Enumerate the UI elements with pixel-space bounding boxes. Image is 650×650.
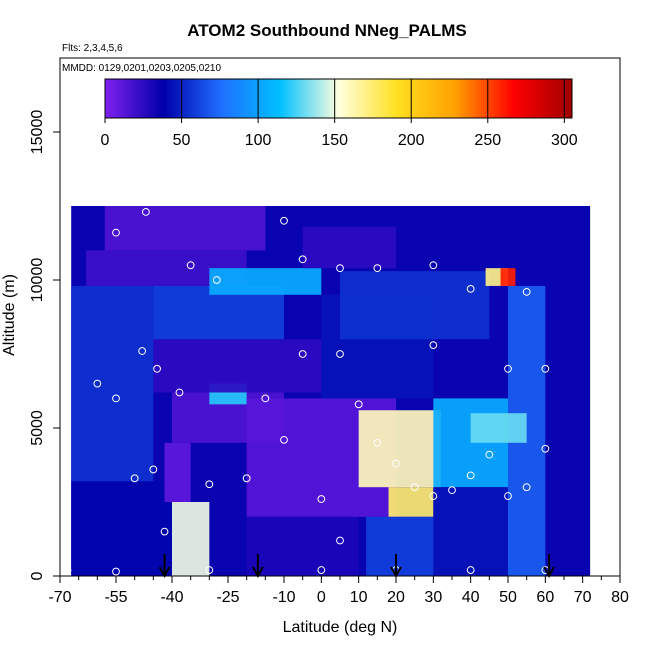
observation-point — [466, 471, 475, 480]
x-tick-label: 20 — [387, 589, 405, 606]
y-tick-label: 15000 — [29, 110, 46, 155]
observation-point — [392, 459, 400, 468]
colorbar-tick-label: 300 — [551, 132, 578, 149]
colorbar-tick-label: 200 — [398, 132, 425, 149]
observation-point — [149, 465, 158, 474]
observation-point — [205, 480, 214, 489]
colorbar-ticks: 0 50 100 150 200 250 300 — [101, 79, 578, 149]
heatmap-cell — [104, 206, 266, 251]
heatmap-cell — [246, 516, 359, 576]
observation-point — [280, 216, 288, 225]
x-axis: -70 -55 -40 -25 -10 0 10 20 30 40 50 60 70 80 — [48, 576, 629, 606]
observation-point — [429, 492, 438, 500]
heatmap-cell — [164, 442, 191, 502]
x-tick-label: 30 — [424, 589, 442, 606]
observation-point — [138, 347, 147, 355]
x-tick-label: -70 — [48, 589, 71, 606]
y-axis: 0 5000 10000 15000 — [29, 110, 60, 580]
x-tick-label: -55 — [104, 589, 127, 606]
y-tick-label: 0 — [29, 571, 46, 580]
heatmap-cell — [71, 481, 172, 576]
observation-point — [112, 394, 120, 403]
heatmap-cell — [302, 226, 396, 269]
x-tick-label: 70 — [574, 589, 592, 606]
heatmap-cell — [358, 410, 441, 488]
heatmap-cell — [71, 285, 154, 482]
x-tick-label: 50 — [499, 589, 517, 606]
heatmap-cell — [500, 268, 516, 286]
observation-point — [485, 450, 494, 459]
observation-point — [354, 400, 363, 409]
observation-point — [153, 364, 161, 373]
x-tick-label: 80 — [611, 589, 629, 606]
x-tick-label: -10 — [272, 589, 295, 606]
observation-point — [205, 566, 214, 574]
observation-point — [504, 364, 512, 373]
heatmap-cell — [172, 502, 210, 576]
heatmap-cell — [209, 268, 322, 295]
y-tick-label: 10000 — [29, 258, 46, 303]
observation-point — [373, 264, 382, 273]
heatmap-cell — [366, 516, 434, 576]
observation-point — [429, 341, 438, 350]
observation-point — [522, 287, 531, 296]
heatmap-area — [71, 206, 591, 576]
chart-title: ATOM2 Southbound NNeg_PALMS — [187, 21, 467, 40]
observation-point — [212, 276, 221, 284]
colorbar-tick-label: 100 — [245, 132, 272, 149]
observation-point — [410, 483, 419, 492]
colorbar-tick-label: 50 — [173, 132, 191, 149]
observation-point — [175, 388, 184, 397]
observation-point — [504, 492, 512, 500]
observation-point — [448, 486, 456, 495]
colorbar — [104, 78, 573, 119]
observation-point — [336, 264, 344, 273]
observation-point — [317, 495, 326, 503]
observation-points — [63, 208, 550, 576]
heatmap-cell — [340, 271, 490, 340]
heatmap-cell — [388, 487, 434, 517]
observation-point — [429, 261, 438, 270]
x-tick-label: -40 — [160, 589, 183, 606]
x-tick-label: -25 — [216, 589, 239, 606]
observation-point — [541, 364, 550, 373]
x-tick-label: 60 — [536, 589, 554, 606]
x-tick-label: 10 — [350, 589, 368, 606]
observation-point — [466, 284, 475, 293]
heatmap-cell — [470, 413, 527, 443]
observation-point — [242, 474, 251, 483]
observation-point — [298, 350, 307, 358]
observation-point — [130, 474, 139, 483]
observation-point — [541, 444, 550, 453]
colorbar-tick-label: 250 — [474, 132, 501, 149]
y-axis-label: Altitude (m) — [1, 274, 18, 356]
observation-point — [112, 567, 120, 576]
observation-point — [522, 483, 531, 492]
x-tick-label: 0 — [317, 589, 326, 606]
observation-point — [261, 394, 270, 403]
observation-point — [336, 536, 344, 545]
colorbar-tick-label: 150 — [321, 132, 348, 149]
observation-point — [298, 255, 307, 264]
observation-point — [63, 566, 72, 574]
observation-point — [317, 566, 326, 574]
x-axis-label: Latitude (deg N) — [283, 619, 398, 636]
observation-point — [141, 208, 150, 216]
observation-point — [112, 228, 120, 237]
dates-note: MMDD: 0129,0201,0203,0205,0210 — [62, 63, 221, 74]
observation-point — [280, 435, 288, 444]
heatmap-cell — [153, 339, 322, 393]
heatmap-cell — [153, 285, 284, 340]
flights-note: Flts: 2,3,4,5,6 — [62, 43, 123, 54]
observation-point — [160, 527, 169, 536]
observation-point — [186, 261, 195, 270]
colorbar-tick-label: 0 — [101, 132, 110, 149]
observation-point — [93, 379, 102, 388]
observation-point — [336, 350, 344, 358]
observation-point — [373, 438, 382, 447]
y-tick-label: 5000 — [29, 410, 46, 446]
x-tick-label: 40 — [462, 589, 480, 606]
observation-point — [466, 566, 475, 574]
